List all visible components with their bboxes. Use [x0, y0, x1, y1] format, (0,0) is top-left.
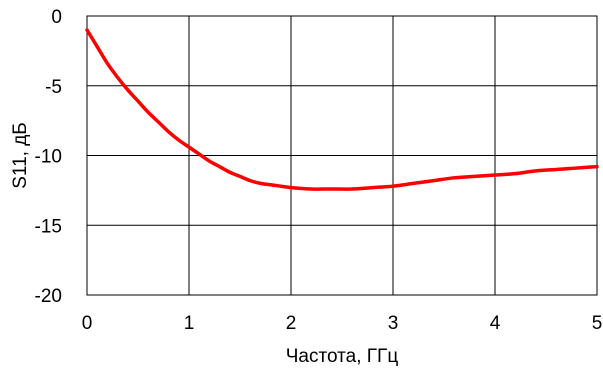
s11-series-line — [85, 28, 599, 191]
x-tick-label: 1 — [184, 313, 195, 334]
x-tick-label: 4 — [490, 313, 501, 334]
x-tick-label: 5 — [592, 313, 603, 334]
plot-area-frame — [86, 15, 598, 296]
y-tick-label: 0 — [51, 7, 62, 28]
x-axis-title: Частота, ГГц — [286, 346, 399, 367]
series-group — [85, 28, 599, 191]
y-tick-label: -10 — [35, 147, 62, 168]
x-tick-label: 3 — [388, 313, 399, 334]
x-tick-label: 0 — [82, 313, 93, 334]
y-axis-title: S11, дБ — [10, 122, 31, 189]
x-tick-labels: 0 1 2 3 4 5 — [82, 313, 603, 334]
grid — [86, 15, 598, 296]
y-tick-label: -15 — [35, 216, 62, 237]
y-tick-labels: 0 -5 -10 -15 -20 — [35, 7, 62, 307]
y-tick-label: -20 — [35, 286, 62, 307]
y-tick-label: -5 — [45, 77, 62, 98]
x-tick-label: 2 — [286, 313, 297, 334]
